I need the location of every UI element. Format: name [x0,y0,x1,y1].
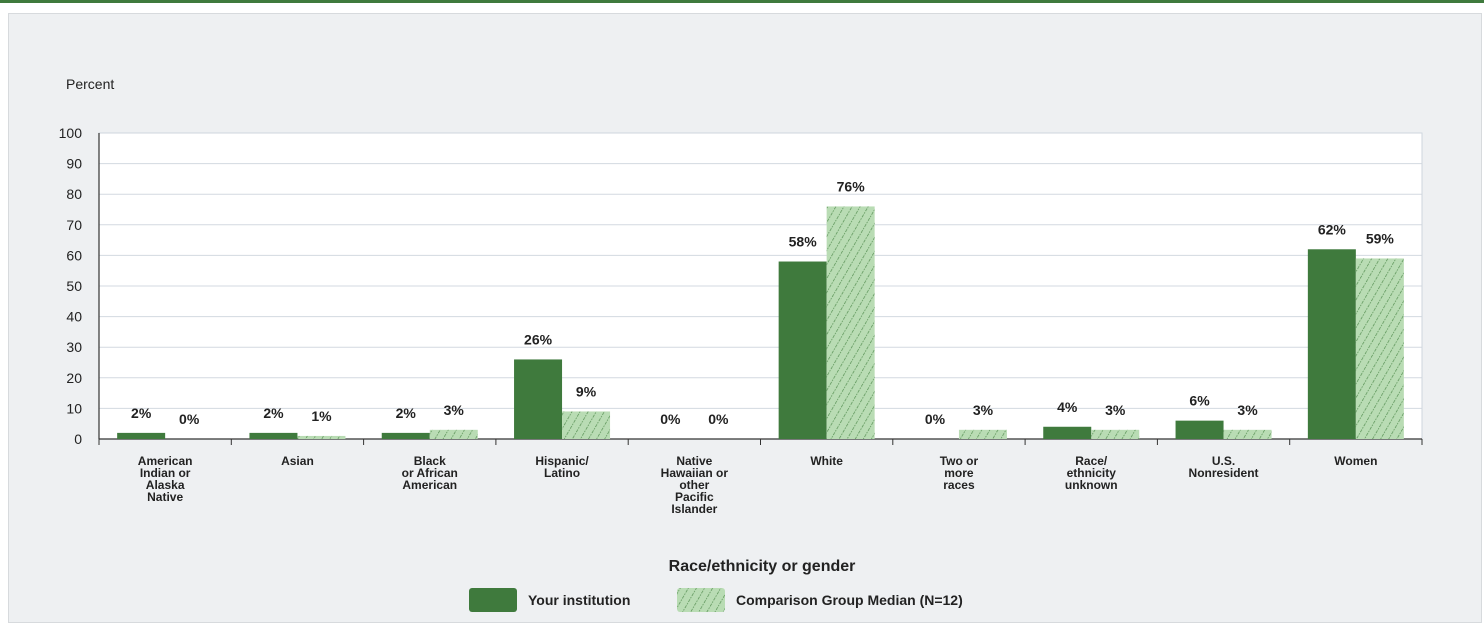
value-label-your-institution: 0% [660,411,681,427]
value-label-your-institution: 58% [789,234,818,250]
x-category-label: White [810,454,843,468]
value-label-comparison-median: 3% [444,402,465,418]
bar-your-institution [117,432,166,439]
value-label-comparison-median: 76% [837,178,866,194]
bars [117,206,1404,439]
x-category-label: Hispanic/Latino [535,454,589,480]
value-label-your-institution: 2% [396,405,417,421]
chart-panel: 0 10 20 30 40 50 60 70 80 90 100 2% 0% 2% 1% 2% 3% 26% 9%… [8,13,1482,623]
x-category-label: Women [1334,454,1377,468]
legend-label-comparison-median: Comparison Group Median (N=12) [736,592,963,608]
bar-your-institution [778,261,827,439]
y-tick-label: 40 [66,309,82,325]
value-label-comparison-median: 0% [708,411,729,427]
data-labels: 2% 0% 2% 1% 2% 3% 26% 9% 0% 0% 58% 76% 0% 3% 4% 3% 6% 3% 6… [131,178,1394,427]
x-category-label: Black or African American [402,454,458,492]
value-label-comparison-median: 59% [1366,230,1395,246]
value-label-comparison-median: 0% [179,411,200,427]
bar-comparison-median [1091,429,1140,439]
gridlines [99,132,1422,439]
bar-your-institution [1307,249,1356,439]
value-label-comparison-median: 9% [576,383,597,399]
bar-your-institution [1175,420,1224,439]
y-tick-label: 100 [59,125,83,141]
value-label-your-institution: 2% [263,405,284,421]
value-label-comparison-median: 1% [311,408,332,424]
x-category-label: Race/ethnicity unknown [1065,454,1118,492]
bar-your-institution [249,432,298,439]
y-tick-label: 50 [66,278,82,294]
bar-comparison-median [1355,258,1404,439]
x-category-label: Native Hawaiian or other Pacific Islander [661,454,729,516]
legend-swatch-comparison-median [677,588,725,612]
bar-your-institution [1043,426,1092,439]
bar-comparison-median [826,206,875,439]
x-category-label: Asian [281,454,314,468]
y-tick-label: 80 [66,186,82,202]
legend: Your institution Comparison Group Median… [469,588,963,612]
value-label-your-institution: 26% [524,331,553,347]
value-label-comparison-median: 3% [1237,402,1258,418]
bar-comparison-median [297,435,346,439]
y-tick-label: 10 [66,400,82,416]
y-axis-label: Percent [66,76,114,92]
value-label-your-institution: 0% [925,411,946,427]
bar-chart: 0 10 20 30 40 50 60 70 80 90 100 2% 0% 2% 1% 2% 3% 26% 9%… [59,76,1423,612]
bar-comparison-median [958,429,1007,439]
y-tick-label: 20 [66,370,82,386]
y-tick-label: 30 [66,339,82,355]
x-axis-title: Race/ethnicity or gender [669,558,856,575]
y-tick-label: 0 [74,431,82,447]
x-category-label: American Indian or Alaska Native [138,454,193,504]
bar-comparison-median [562,411,611,439]
bar-comparison-median [429,429,478,439]
y-tick-label: 70 [66,217,82,233]
value-label-comparison-median: 3% [973,402,994,418]
x-category-label: U.S. Nonresident [1189,454,1259,480]
y-tick-label: 90 [66,156,82,172]
x-category-label: Two or more races [940,454,979,492]
bar-your-institution [514,359,563,439]
y-tick-label: 60 [66,247,82,263]
value-label-your-institution: 4% [1057,399,1078,415]
legend-swatch-your-institution [469,588,517,612]
bar-your-institution [381,432,430,439]
legend-label-your-institution: Your institution [528,592,630,608]
value-label-comparison-median: 3% [1105,402,1126,418]
value-label-your-institution: 62% [1318,221,1347,237]
value-label-your-institution: 6% [1189,393,1210,409]
category-labels: American Indian or Alaska Native Asian Black o… [138,454,1378,516]
value-label-your-institution: 2% [131,405,152,421]
bar-comparison-median [1223,429,1272,439]
